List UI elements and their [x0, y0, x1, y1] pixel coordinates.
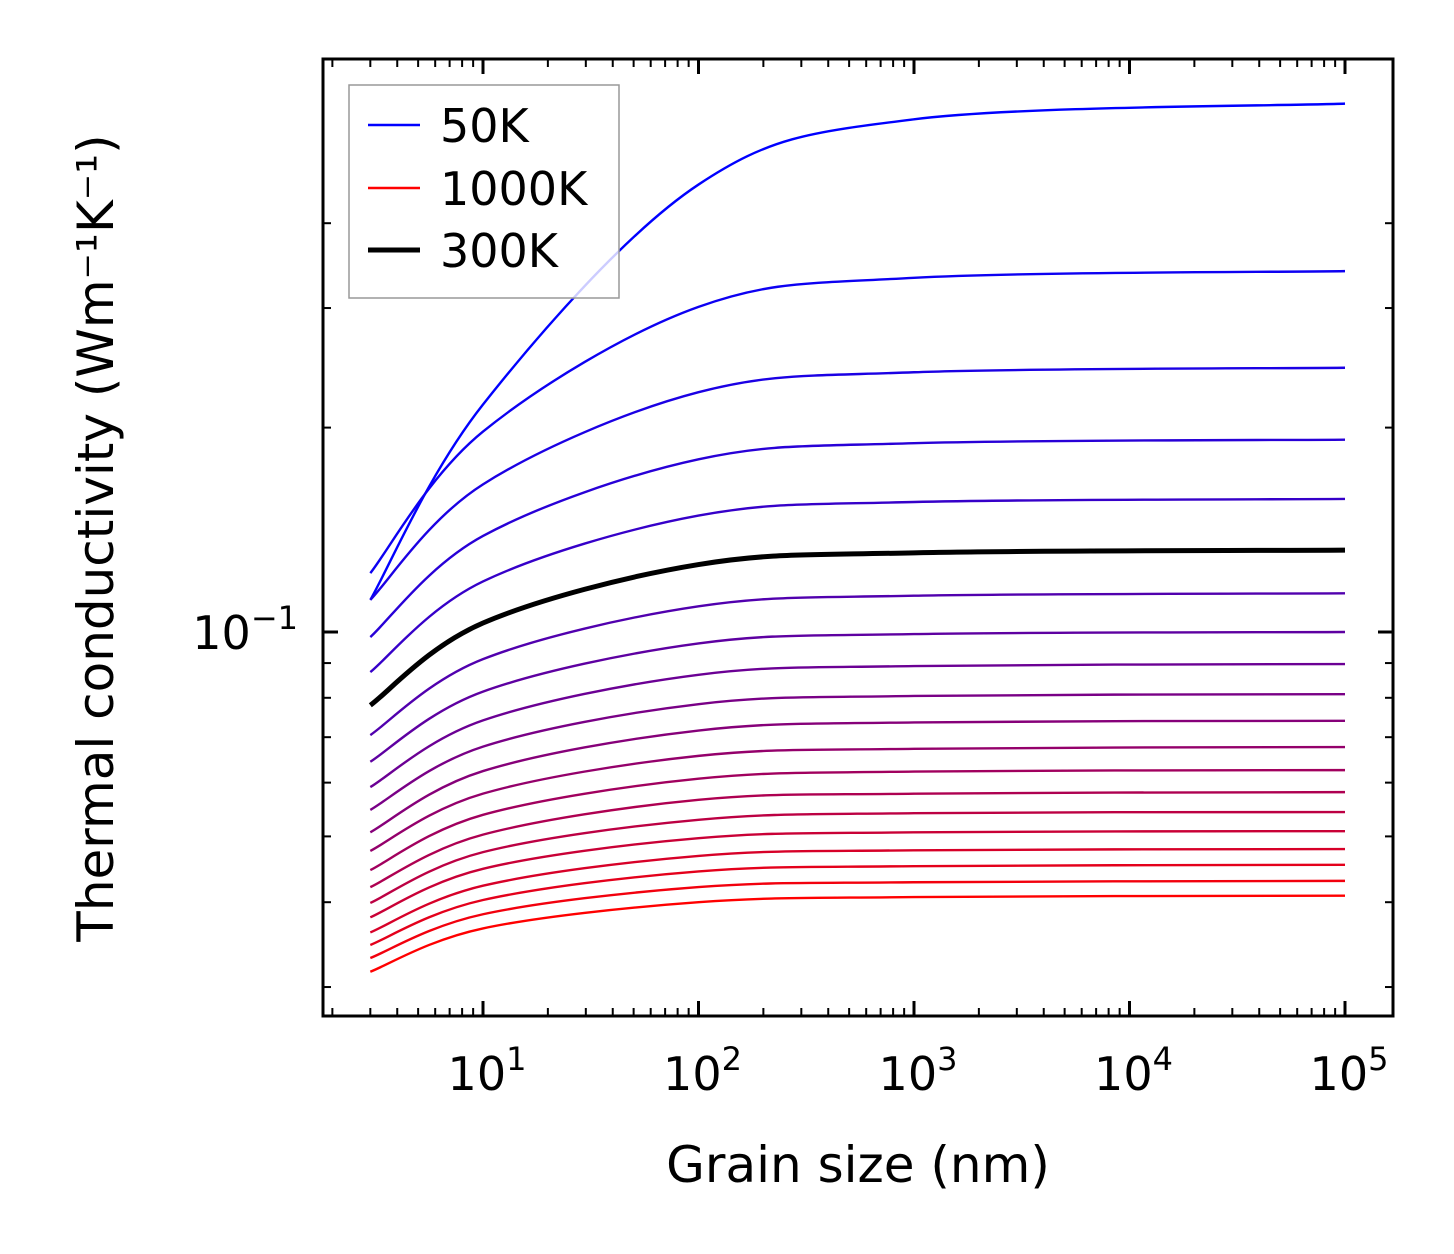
x-tick-label-base: 10: [448, 1047, 507, 1101]
x-tick-label-exponent: 2: [722, 1040, 742, 1078]
y-tick-label: 10−1: [192, 599, 298, 660]
series-line-950K: [369, 879, 1346, 960]
x-tick-label: 104: [1094, 1040, 1173, 1101]
series-lines: [368, 102, 1346, 973]
series-line-750K: [369, 810, 1346, 905]
x-tick-label: 103: [879, 1040, 958, 1101]
plot-frame: [321, 57, 1395, 1018]
series-line-450K: [369, 662, 1346, 789]
series-line-50K: [369, 102, 1346, 601]
series-line-500K: [369, 692, 1346, 811]
y-tick-label-base: 10: [192, 606, 251, 660]
series-line-800K: [369, 829, 1346, 919]
x-tick-label-base: 10: [879, 1047, 938, 1101]
x-axis-label: Grain size (nm): [666, 1136, 1050, 1194]
series-line-250K: [369, 497, 1346, 673]
y-axis-label: Thermal conductivity (Wm⁻¹K⁻¹): [67, 134, 125, 942]
legend-label: 50K: [440, 99, 531, 153]
series-line-650K: [369, 768, 1346, 872]
x-tick-label-exponent: 1: [506, 1040, 526, 1078]
legend: 50K 1000K 300K: [348, 84, 620, 299]
x-tick-label-exponent: 3: [937, 1040, 957, 1078]
series-line-350K: [369, 592, 1346, 737]
series-line-600K: [369, 745, 1346, 852]
series-line-200K: [369, 438, 1346, 638]
legend-label: 300K: [440, 224, 560, 278]
x-tick-label: 101: [448, 1040, 527, 1101]
series-line-900K: [369, 863, 1346, 947]
legend-box: [348, 84, 620, 299]
series-line-100K: [369, 269, 1346, 574]
series-line-400K: [369, 630, 1346, 763]
x-tick-label-base: 10: [1310, 1047, 1369, 1101]
series-line-1000K: [369, 894, 1346, 973]
y-tick-label-exponent: −1: [251, 599, 298, 637]
x-tick-label-base: 10: [1094, 1047, 1153, 1101]
x-tick-label-exponent: 5: [1368, 1040, 1388, 1078]
series-line-550K: [369, 719, 1346, 834]
x-tick-label-exponent: 4: [1153, 1040, 1173, 1078]
x-tick-label: 102: [663, 1040, 742, 1101]
x-tick-label: 105: [1310, 1040, 1389, 1101]
series-line-850K: [369, 847, 1346, 934]
x-tick-label-base: 10: [663, 1047, 722, 1101]
legend-label: 1000K: [440, 162, 589, 216]
series-line-700K: [369, 790, 1346, 889]
series-line-300K: [368, 547, 1346, 708]
series-line-150K: [369, 366, 1346, 601]
